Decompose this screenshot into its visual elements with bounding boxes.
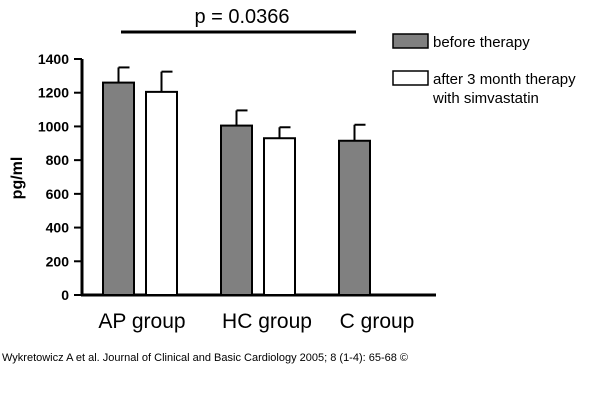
y-tick-label: 1400 [38,51,69,67]
y-tick-label: 800 [46,152,70,168]
bar-after-0 [145,90,178,296]
source-caption: Wykretowicz A et al. Journal of Clinical… [2,352,408,364]
bar-before-0 [102,81,135,296]
legend-label-before: before therapy [433,34,530,51]
bars [102,66,371,297]
y-tick-label: 1000 [38,118,69,134]
y-ticks: 0 200 400 600 800 1000 1200 1400 [38,51,82,303]
y-tick-label: 600 [46,186,70,202]
legend: before therapy after 3 month therapy wit… [392,33,576,107]
significance-label: p = 0.0366 [194,6,289,28]
legend-swatch-before [392,33,429,49]
legend-label-after-line2: with simvastatin [432,90,539,107]
bar-before-2 [338,139,371,296]
y-tick-label: 1200 [38,85,69,101]
legend-label-after-line1: after 3 month therapy [433,71,576,88]
x-tick-label: AP group [98,310,185,333]
legend-swatch-after [392,70,429,86]
y-axis-label: pg/ml [9,157,26,200]
y-tick-label: 200 [46,253,70,269]
x-tick-labels: AP group HC group C group [98,310,414,333]
x-tick-label: C group [340,310,415,333]
bar-before-1 [220,124,253,297]
bar-after-1 [263,137,296,296]
y-tick-label: 400 [46,220,70,236]
y-tick-label: 0 [61,287,69,303]
x-tick-label: HC group [222,310,312,333]
